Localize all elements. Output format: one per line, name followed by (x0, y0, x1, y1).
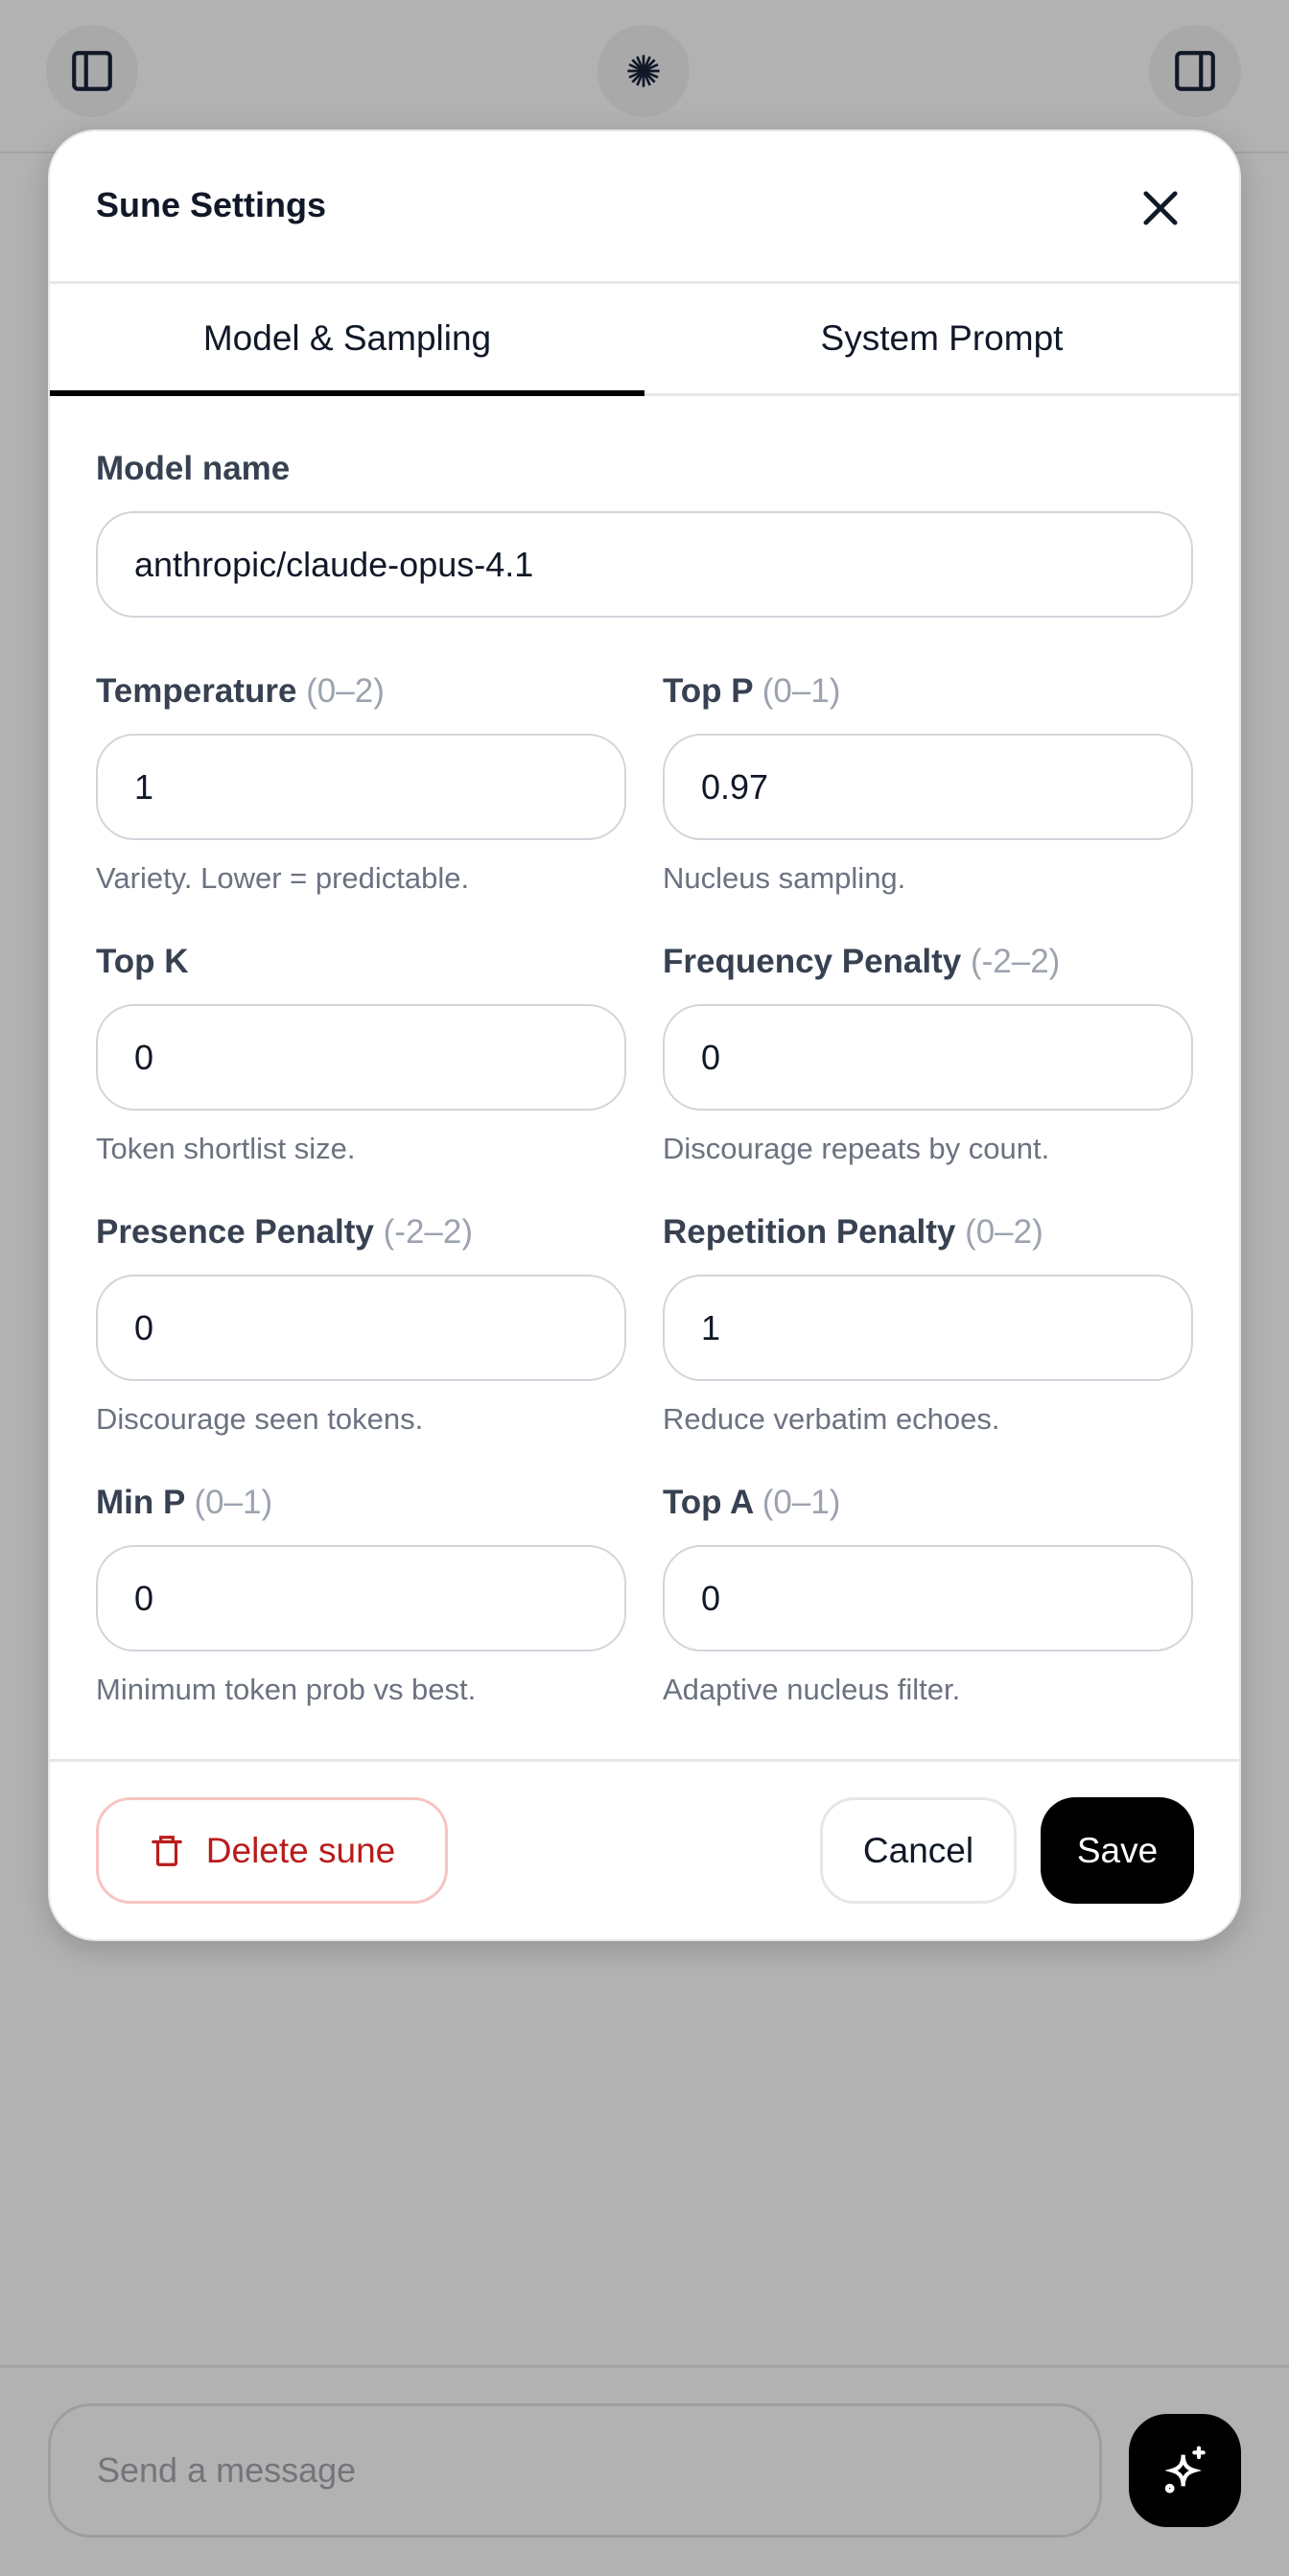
sparkles-icon (1163, 2446, 1206, 2494)
param-input[interactable]: 0 (96, 1004, 626, 1111)
param-field: Top K 0 Token shortlist size. (96, 943, 626, 1166)
param-range: (0–1) (194, 1484, 273, 1521)
sidebar-right-icon (1175, 51, 1215, 91)
param-field: Presence Penalty (-2–2) 0 Discourage seen … (96, 1213, 626, 1437)
param-label: Top K (96, 943, 626, 981)
send-button[interactable] (1129, 2414, 1241, 2527)
param-name: Temperature (96, 672, 297, 710)
modal-title: Sune Settings (96, 185, 327, 224)
toggle-left-sidebar-button[interactable] (46, 25, 138, 117)
param-help: Token shortlist size. (96, 1132, 356, 1165)
sidebar-left-icon (72, 51, 112, 91)
param-label: Top P (0–1) (663, 672, 1193, 711)
param-input[interactable]: 1 (663, 1275, 1193, 1381)
trash-icon (151, 1835, 182, 1866)
param-help: Discourage repeats by count. (663, 1132, 1050, 1165)
param-field: Top P (0–1) 0.97 Nucleus sampling. (663, 672, 1193, 896)
param-range: (0–1) (762, 672, 841, 710)
starburst-icon (627, 55, 660, 87)
model-name-field: Model name anthropic/claude-opus-4.1 (96, 450, 1193, 618)
modal-header: Sune Settings (50, 131, 1239, 284)
param-help: Reduce verbatim echoes. (663, 1402, 1000, 1436)
param-input[interactable]: 0.97 (663, 734, 1193, 840)
settings-modal: Sune Settings Model & Sampling System Pr… (48, 129, 1241, 1941)
param-label: Presence Penalty (-2–2) (96, 1213, 626, 1252)
param-input[interactable]: 1 (96, 734, 626, 840)
toggle-right-sidebar-button[interactable] (1149, 25, 1241, 117)
cancel-button[interactable]: Cancel (820, 1797, 1017, 1904)
param-label: Repetition Penalty (0–2) (663, 1213, 1193, 1252)
param-name: Frequency Penalty (663, 943, 962, 980)
param-field: Repetition Penalty (0–2) 1 Reduce verbatim… (663, 1213, 1193, 1437)
param-name: Presence Penalty (96, 1213, 374, 1251)
param-range: (0–2) (965, 1213, 1043, 1251)
param-range: (-2–2) (383, 1213, 474, 1251)
param-name: Repetition Penalty (663, 1213, 956, 1251)
delete-sune-label: Delete sune (205, 1830, 396, 1870)
message-input[interactable]: Send a message (48, 2403, 1102, 2538)
param-field: Top A (0–1) 0 Adaptive nucleus filter. (663, 1484, 1193, 1707)
model-name-input[interactable]: anthropic/claude-opus-4.1 (96, 511, 1193, 618)
param-help: Adaptive nucleus filter. (663, 1673, 961, 1706)
close-icon[interactable] (1136, 183, 1185, 233)
param-label: Top A (0–1) (663, 1484, 1193, 1522)
param-input[interactable]: 0 (663, 1004, 1193, 1111)
message-placeholder: Send a message (97, 2450, 357, 2490)
param-help: Discourage seen tokens. (96, 1402, 424, 1436)
composer-divider (0, 2365, 1289, 2368)
param-name: Top A (663, 1484, 753, 1521)
modal-footer: Delete sune Cancel Save (50, 1759, 1239, 1939)
param-name: Min P (96, 1484, 185, 1521)
param-help: Minimum token prob vs best. (96, 1673, 477, 1706)
param-help: Variety. Lower = predictable. (96, 861, 470, 895)
model-sampling-panel: Model name anthropic/claude-opus-4.1 Tem… (50, 396, 1239, 1758)
param-name: Top K (96, 943, 189, 980)
param-help: Nucleus sampling. (663, 861, 906, 895)
param-range: (0–2) (306, 672, 385, 710)
param-field: Temperature (0–2) 1 Variety. Lower = predi… (96, 672, 626, 896)
param-name: Top P (663, 672, 753, 710)
param-label: Frequency Penalty (-2–2) (663, 943, 1193, 981)
param-range: (0–1) (762, 1484, 841, 1521)
model-name-label: Model name (96, 450, 291, 487)
param-field: Frequency Penalty (-2–2) 0 Discourage repe… (663, 943, 1193, 1166)
param-input[interactable]: 0 (96, 1275, 626, 1381)
param-input[interactable]: 0 (96, 1545, 626, 1651)
param-range: (-2–2) (970, 943, 1061, 980)
param-field: Min P (0–1) 0 Minimum token prob vs best. (96, 1484, 626, 1707)
delete-sune-button[interactable]: Delete sune (96, 1797, 448, 1904)
tab-model-sampling[interactable]: Model & Sampling (50, 284, 644, 396)
param-label: Temperature (0–2) (96, 672, 626, 711)
logo-button[interactable] (598, 25, 690, 117)
param-label: Min P (0–1) (96, 1484, 626, 1522)
param-input[interactable]: 0 (663, 1545, 1193, 1651)
tab-bar: Model & Sampling System Prompt (50, 284, 1239, 396)
save-button[interactable]: Save (1041, 1797, 1194, 1904)
tab-system-prompt[interactable]: System Prompt (820, 318, 1064, 358)
